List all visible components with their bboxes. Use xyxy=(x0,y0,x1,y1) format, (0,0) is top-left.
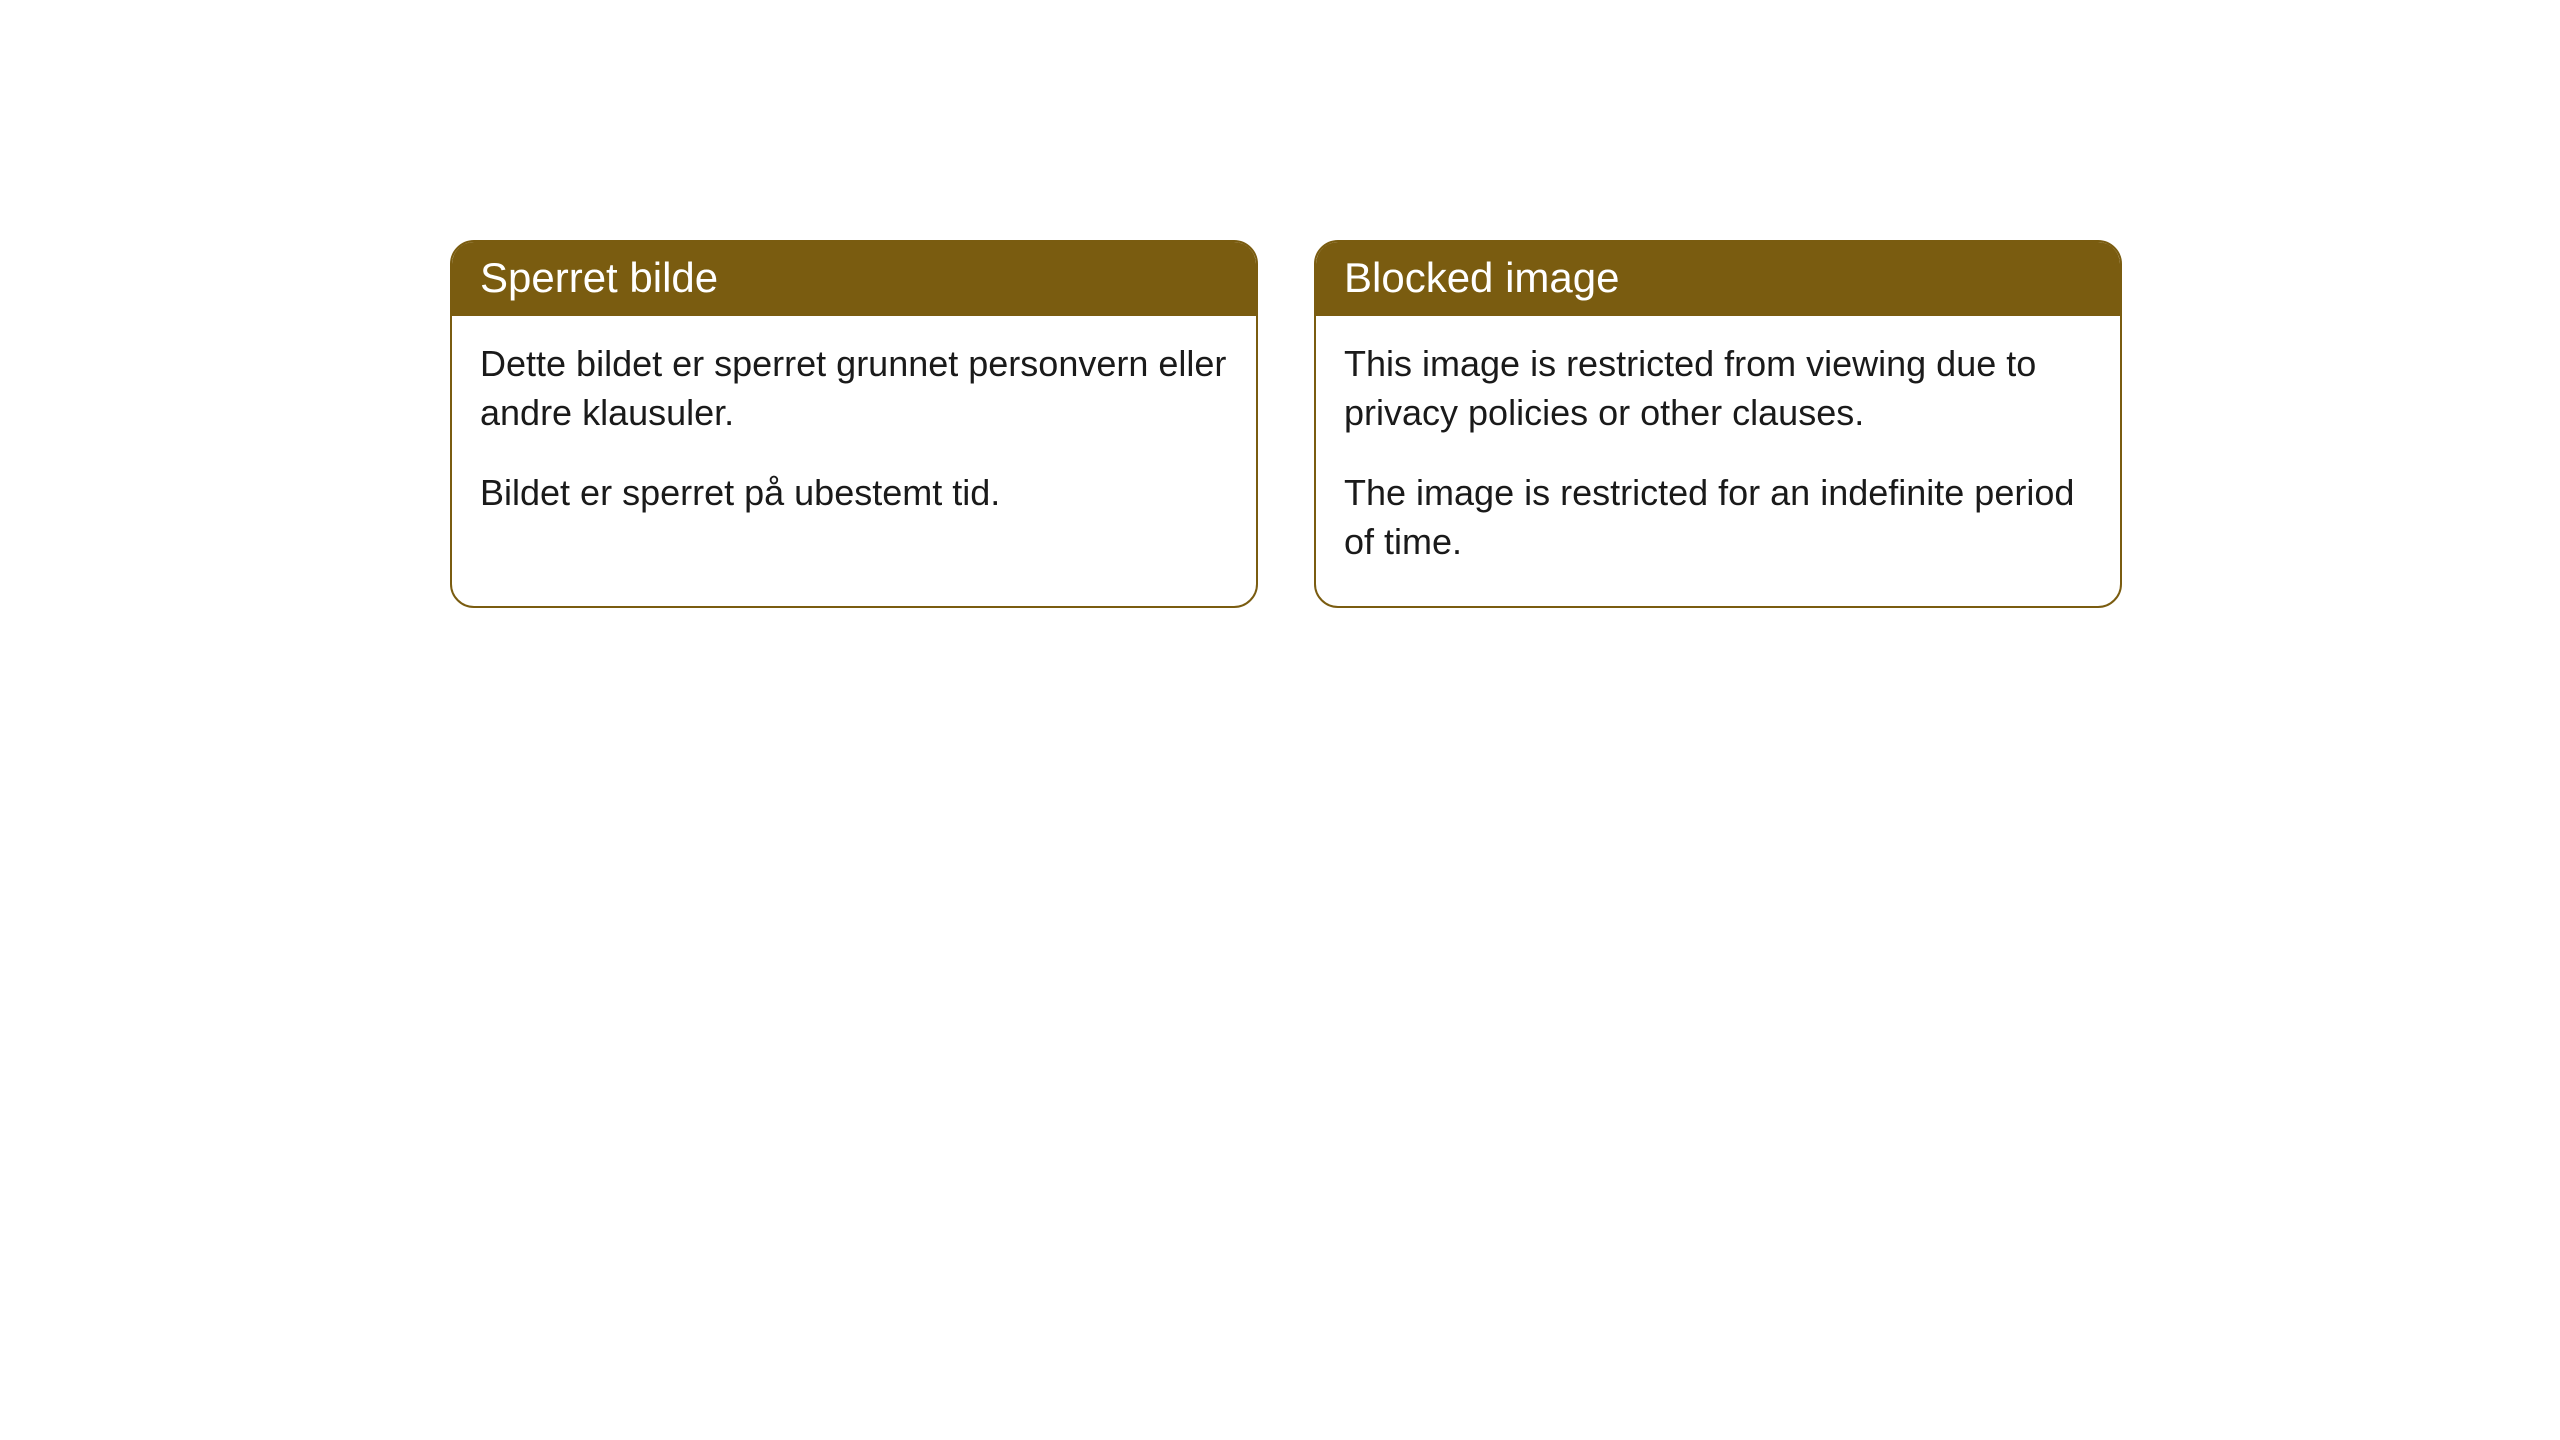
blocked-image-card-norwegian: Sperret bilde Dette bildet er sperret gr… xyxy=(450,240,1258,608)
card-header: Sperret bilde xyxy=(452,242,1256,316)
card-title: Blocked image xyxy=(1344,254,1619,301)
card-paragraph-1: This image is restricted from viewing du… xyxy=(1344,340,2092,437)
card-paragraph-1: Dette bildet er sperret grunnet personve… xyxy=(480,340,1228,437)
card-title: Sperret bilde xyxy=(480,254,718,301)
card-header: Blocked image xyxy=(1316,242,2120,316)
card-paragraph-2: Bildet er sperret på ubestemt tid. xyxy=(480,469,1228,518)
card-paragraph-2: The image is restricted for an indefinit… xyxy=(1344,469,2092,566)
card-body: This image is restricted from viewing du… xyxy=(1316,316,2120,606)
card-body: Dette bildet er sperret grunnet personve… xyxy=(452,316,1256,558)
card-container: Sperret bilde Dette bildet er sperret gr… xyxy=(0,0,2560,608)
blocked-image-card-english: Blocked image This image is restricted f… xyxy=(1314,240,2122,608)
